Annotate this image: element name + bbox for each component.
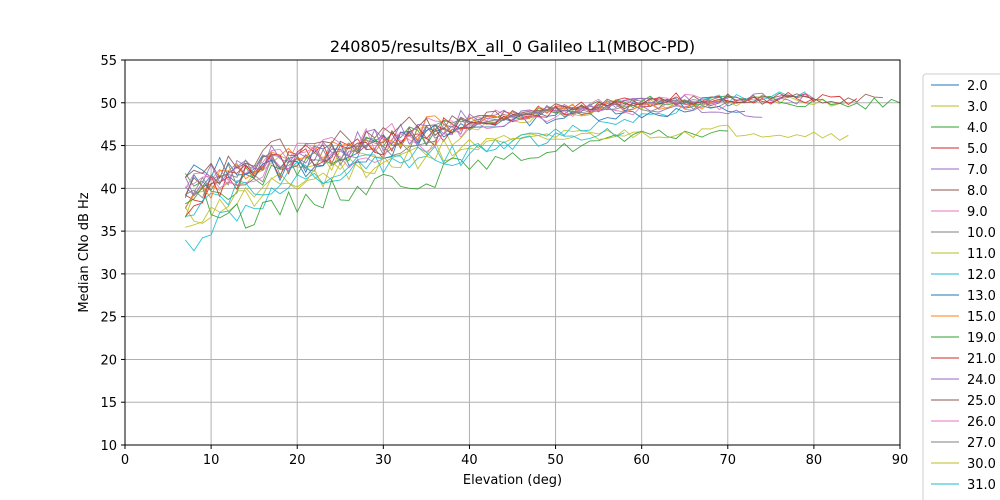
legend: 2.0 3.0 4.0 5.0 7.0 8.0 9.0 10.0 11.0 12.0 13.0 15.… bbox=[922, 73, 1000, 500]
legend-label: 9.0 bbox=[967, 205, 988, 220]
x-tick-label: 40 bbox=[461, 453, 478, 468]
y-tick-label: 50 bbox=[100, 97, 117, 112]
series-line-27.0 bbox=[185, 96, 729, 199]
x-tick-label: 50 bbox=[547, 453, 564, 468]
x-tick-label: 30 bbox=[375, 453, 392, 468]
series-lines bbox=[184, 91, 901, 252]
y-tick-label: 30 bbox=[100, 268, 117, 283]
legend-label: 3.0 bbox=[967, 100, 988, 115]
chart-title: 240805/results/BX_all_0 Galileo L1(MBOC-… bbox=[330, 37, 695, 57]
legend-label: 7.0 bbox=[967, 163, 988, 178]
x-tick-label: 80 bbox=[806, 453, 823, 468]
plot-frame bbox=[124, 59, 901, 446]
legend-label: 4.0 bbox=[967, 121, 988, 136]
axis-ticks: 0 10 20 30 40 50 60 70 80 90 10 15 20 25 30 35 40 45 50 55 bbox=[100, 54, 908, 468]
legend-label: 12.0 bbox=[967, 268, 996, 283]
series-line-13.0 bbox=[184, 105, 746, 184]
series-line-10.0 bbox=[184, 99, 729, 209]
legend-label: 21.0 bbox=[967, 352, 996, 367]
x-tick-label: 0 bbox=[121, 453, 129, 468]
y-tick-label: 15 bbox=[100, 396, 117, 411]
x-axis-label: Elevation (deg) bbox=[463, 473, 562, 488]
y-tick-label: 35 bbox=[100, 225, 117, 240]
series-line-26.0 bbox=[185, 99, 729, 189]
series-line-19.0 bbox=[185, 129, 728, 229]
legend-label: 11.0 bbox=[967, 247, 996, 262]
legend-label: 5.0 bbox=[967, 142, 988, 157]
x-tick-label: 70 bbox=[720, 453, 737, 468]
y-tick-label: 40 bbox=[100, 182, 117, 197]
series-line-30.0 bbox=[185, 124, 849, 228]
y-tick-label: 10 bbox=[100, 439, 117, 454]
series-line-5.0 bbox=[185, 92, 858, 203]
legend-box bbox=[922, 73, 1000, 500]
legend-label: 15.0 bbox=[967, 310, 996, 325]
series-line-24.0 bbox=[184, 92, 815, 197]
x-tick-label: 90 bbox=[892, 453, 909, 468]
legend-label: 25.0 bbox=[967, 394, 996, 409]
y-axis-label: Median CNo dB Hz bbox=[77, 192, 92, 312]
series-line-11.0 bbox=[184, 129, 642, 224]
series-line-15.0 bbox=[184, 100, 728, 209]
series-line-21.0 bbox=[184, 91, 815, 218]
x-tick-label: 10 bbox=[203, 453, 220, 468]
legend-label: 26.0 bbox=[967, 415, 996, 430]
series-line-8.0 bbox=[184, 92, 883, 196]
legend-label: 30.0 bbox=[967, 457, 996, 472]
legend-label: 10.0 bbox=[967, 226, 996, 241]
legend-label: 31.0 bbox=[967, 478, 996, 493]
legend-label: 19.0 bbox=[967, 331, 996, 346]
y-tick-label: 25 bbox=[100, 311, 117, 326]
legend-label: 27.0 bbox=[967, 436, 996, 451]
series-line-31.0 bbox=[185, 127, 625, 217]
y-tick-label: 55 bbox=[100, 54, 117, 69]
legend-label: 13.0 bbox=[967, 289, 996, 304]
legend-label: 8.0 bbox=[967, 184, 988, 199]
series-line-25.0 bbox=[185, 93, 815, 180]
y-tick-label: 45 bbox=[100, 140, 117, 155]
legend-label: 24.0 bbox=[967, 373, 996, 388]
legend-label: 2.0 bbox=[967, 79, 988, 94]
y-tick-label: 20 bbox=[100, 353, 117, 368]
x-tick-label: 20 bbox=[289, 453, 306, 468]
x-tick-label: 60 bbox=[633, 453, 650, 468]
